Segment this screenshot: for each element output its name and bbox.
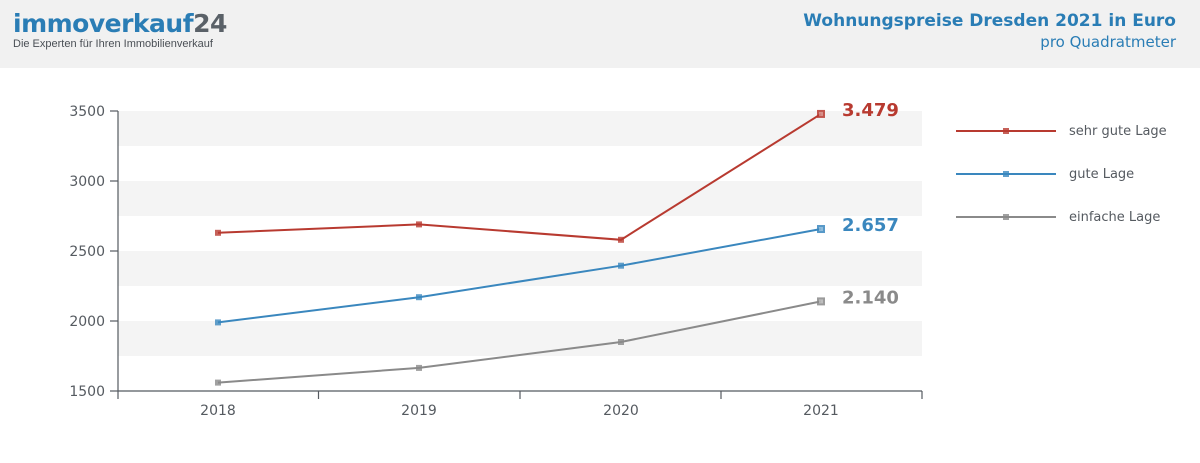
grid-band [118, 251, 922, 286]
data-point [416, 294, 422, 301]
grid-band [118, 321, 922, 356]
chart-subtitle: pro Quadratmeter [1040, 33, 1176, 51]
grid-band [118, 181, 922, 216]
data-point [215, 379, 221, 386]
y-tick-label: 2000 [69, 314, 105, 330]
legend-label: gute Lage [1069, 167, 1134, 182]
y-tick-label: 2500 [69, 244, 105, 260]
end-value-label: 2.140 [842, 287, 899, 308]
x-tick-label: 2020 [603, 403, 639, 419]
data-point-highlight [819, 227, 823, 232]
series-line [217, 113, 822, 241]
chart-title-block: Wohnungspreise Dresden 2021 in Euro pro … [803, 10, 1176, 52]
x-tick-label: 2018 [200, 403, 236, 419]
y-tick-label: 3000 [69, 174, 105, 190]
data-point-highlight [819, 299, 823, 304]
data-point [416, 221, 422, 228]
series-line [217, 228, 822, 324]
header-bar: immoverkauf24 Die Experten für Ihren Imm… [0, 0, 1200, 68]
data-point [416, 364, 422, 371]
chart-title: Wohnungspreise Dresden 2021 in Euro [803, 11, 1176, 31]
x-tick-label: 2019 [401, 403, 437, 419]
legend-label: sehr gute Lage [1069, 124, 1167, 139]
data-point-highlight [819, 111, 823, 116]
data-point [215, 319, 221, 326]
data-point [817, 297, 825, 306]
end-value-label: 2.657 [842, 215, 899, 236]
data-point [817, 225, 825, 234]
grid-band [118, 111, 922, 146]
legend-marker [1003, 171, 1009, 177]
data-point [618, 339, 624, 345]
data-point [817, 109, 825, 118]
legend-marker [1003, 214, 1009, 220]
logo-text: immoverkauf [13, 9, 194, 38]
x-tick-label: 2021 [803, 403, 839, 419]
logo[interactable]: immoverkauf24 Die Experten für Ihren Imm… [13, 10, 227, 50]
end-value-label: 3.479 [842, 100, 899, 121]
data-point [618, 236, 624, 243]
y-tick-label: 1500 [69, 384, 105, 400]
logo-number: 24 [193, 9, 227, 38]
y-tick-label: 3500 [69, 104, 105, 120]
logo-tagline: Die Experten für Ihren Immobilienverkauf [13, 38, 213, 50]
data-point [618, 262, 624, 269]
legend-label: einfache Lage [1069, 210, 1160, 225]
data-point [215, 229, 221, 236]
series-line [217, 300, 822, 384]
legend-marker [1003, 128, 1009, 134]
